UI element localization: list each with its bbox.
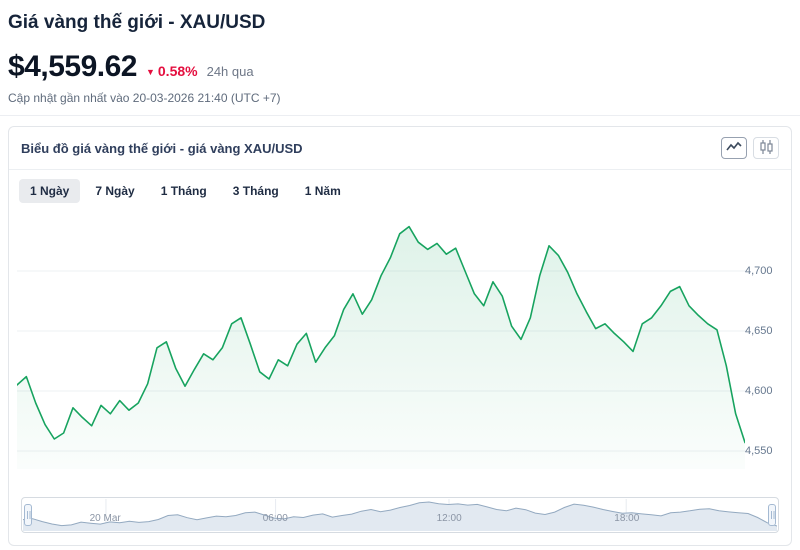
- price-row: $4,559.62 ▼ 0.58% 24h qua: [8, 50, 784, 84]
- page-title: Giá vàng thế giới - XAU/USD: [8, 12, 266, 33]
- tab-1-year[interactable]: 1 Năm: [294, 179, 352, 203]
- candlestick-icon: [759, 139, 773, 157]
- tab-7-days[interactable]: 7 Ngày: [84, 179, 145, 203]
- chart-navigator[interactable]: 20 Mar 06:00 12:00 18:00: [21, 497, 779, 533]
- y-axis-label: 4,700: [745, 265, 773, 277]
- price-value: $4,559.62: [8, 50, 137, 83]
- line-chart-icon: [726, 141, 742, 156]
- candlestick-button[interactable]: [753, 137, 779, 159]
- price-change: ▼ 0.58%: [146, 63, 198, 79]
- range-tabs: 1 Ngày 7 Ngày 1 Tháng 3 Tháng 1 Năm: [9, 170, 791, 205]
- chart-card: Biểu đồ giá vàng thế giới - giá vàng XAU…: [8, 126, 792, 546]
- chart-title: Biểu đồ giá vàng thế giới - giá vàng XAU…: [21, 140, 303, 156]
- price-chart-svg[interactable]: [17, 211, 745, 469]
- last-updated-text: Cập nhật gần nhất vào 20-03-2026 21:40 (…: [8, 91, 281, 105]
- chart-card-header: Biểu đồ giá vàng thế giới - giá vàng XAU…: [9, 127, 791, 170]
- page-header: Giá vàng thế giới - XAU/USD $4,559.62 ▼ 0…: [0, 0, 800, 105]
- chart-type-switcher: [721, 137, 779, 159]
- change-period-label: 24h qua: [206, 64, 254, 79]
- tab-1-month[interactable]: 1 Tháng: [150, 179, 218, 203]
- navigator-right-handle[interactable]: [768, 504, 776, 526]
- y-axis-label: 4,650: [745, 325, 773, 337]
- y-axis-label: 4,600: [745, 385, 773, 397]
- y-axis-label: 4,550: [745, 445, 773, 457]
- tab-1-day[interactable]: 1 Ngày: [19, 179, 81, 203]
- tab-3-months[interactable]: 3 Tháng: [222, 179, 290, 203]
- price-chart[interactable]: 4,700 4,650 4,600 4,550: [15, 211, 785, 469]
- header-divider: [0, 115, 800, 116]
- line-chart-button[interactable]: [721, 137, 747, 159]
- navigator-mini-chart[interactable]: [23, 499, 777, 531]
- down-arrow-icon: ▼: [145, 67, 155, 77]
- price-change-percent: 0.58%: [157, 63, 198, 79]
- navigator-left-handle[interactable]: [24, 504, 32, 526]
